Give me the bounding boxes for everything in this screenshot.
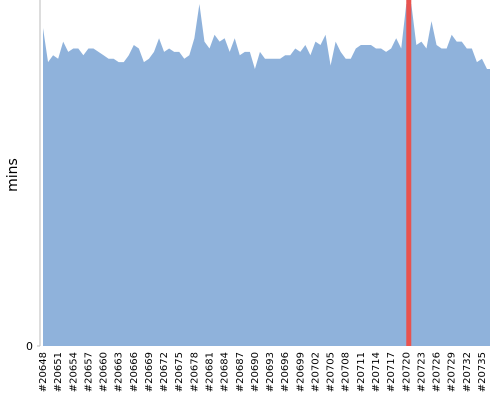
- x-tick-label: #20708: [341, 352, 352, 392]
- x-tick-label: #20663: [114, 352, 125, 392]
- x-tick-label: #20729: [447, 352, 458, 392]
- x-tick-label: #20696: [280, 352, 291, 392]
- x-tick-label: #20669: [144, 352, 155, 392]
- x-tick-label: #20651: [53, 352, 64, 392]
- x-tick-label: #20690: [250, 352, 261, 392]
- x-tick-label: #20684: [220, 352, 231, 392]
- x-tick-label: #20720: [401, 352, 412, 392]
- x-tick-label: #20660: [99, 352, 110, 392]
- x-tick-label: #20657: [83, 352, 94, 392]
- x-tick-label: #20732: [462, 352, 473, 392]
- x-tick-label: #20678: [189, 352, 200, 392]
- x-tick-label: #20711: [356, 352, 367, 392]
- x-tick-label: #20666: [129, 352, 140, 392]
- x-tick-label: #20654: [68, 352, 79, 392]
- x-tick-label: #20687: [235, 352, 246, 392]
- area: [43, 4, 490, 346]
- x-tick-label: #20714: [371, 352, 382, 392]
- x-tick-label: #20648: [38, 352, 49, 392]
- x-tick-label: #20735: [477, 352, 488, 392]
- y-axis-label: mins: [5, 158, 21, 192]
- x-tick-label: #20717: [386, 352, 397, 392]
- x-tick-label: #20672: [159, 352, 170, 392]
- x-tick-label: #20726: [432, 352, 443, 392]
- x-tick-label: #20705: [326, 352, 337, 392]
- x-tick-label: #20675: [174, 352, 185, 392]
- x-tick-label: #20723: [416, 352, 427, 392]
- y-tick-label: 0: [26, 340, 33, 353]
- x-tick-label: #20693: [265, 352, 276, 392]
- x-tick-label: #20699: [295, 352, 306, 392]
- x-tick-label: #20681: [205, 352, 216, 392]
- x-tick-label: #20702: [310, 352, 321, 392]
- highlight-bar: [406, 0, 412, 346]
